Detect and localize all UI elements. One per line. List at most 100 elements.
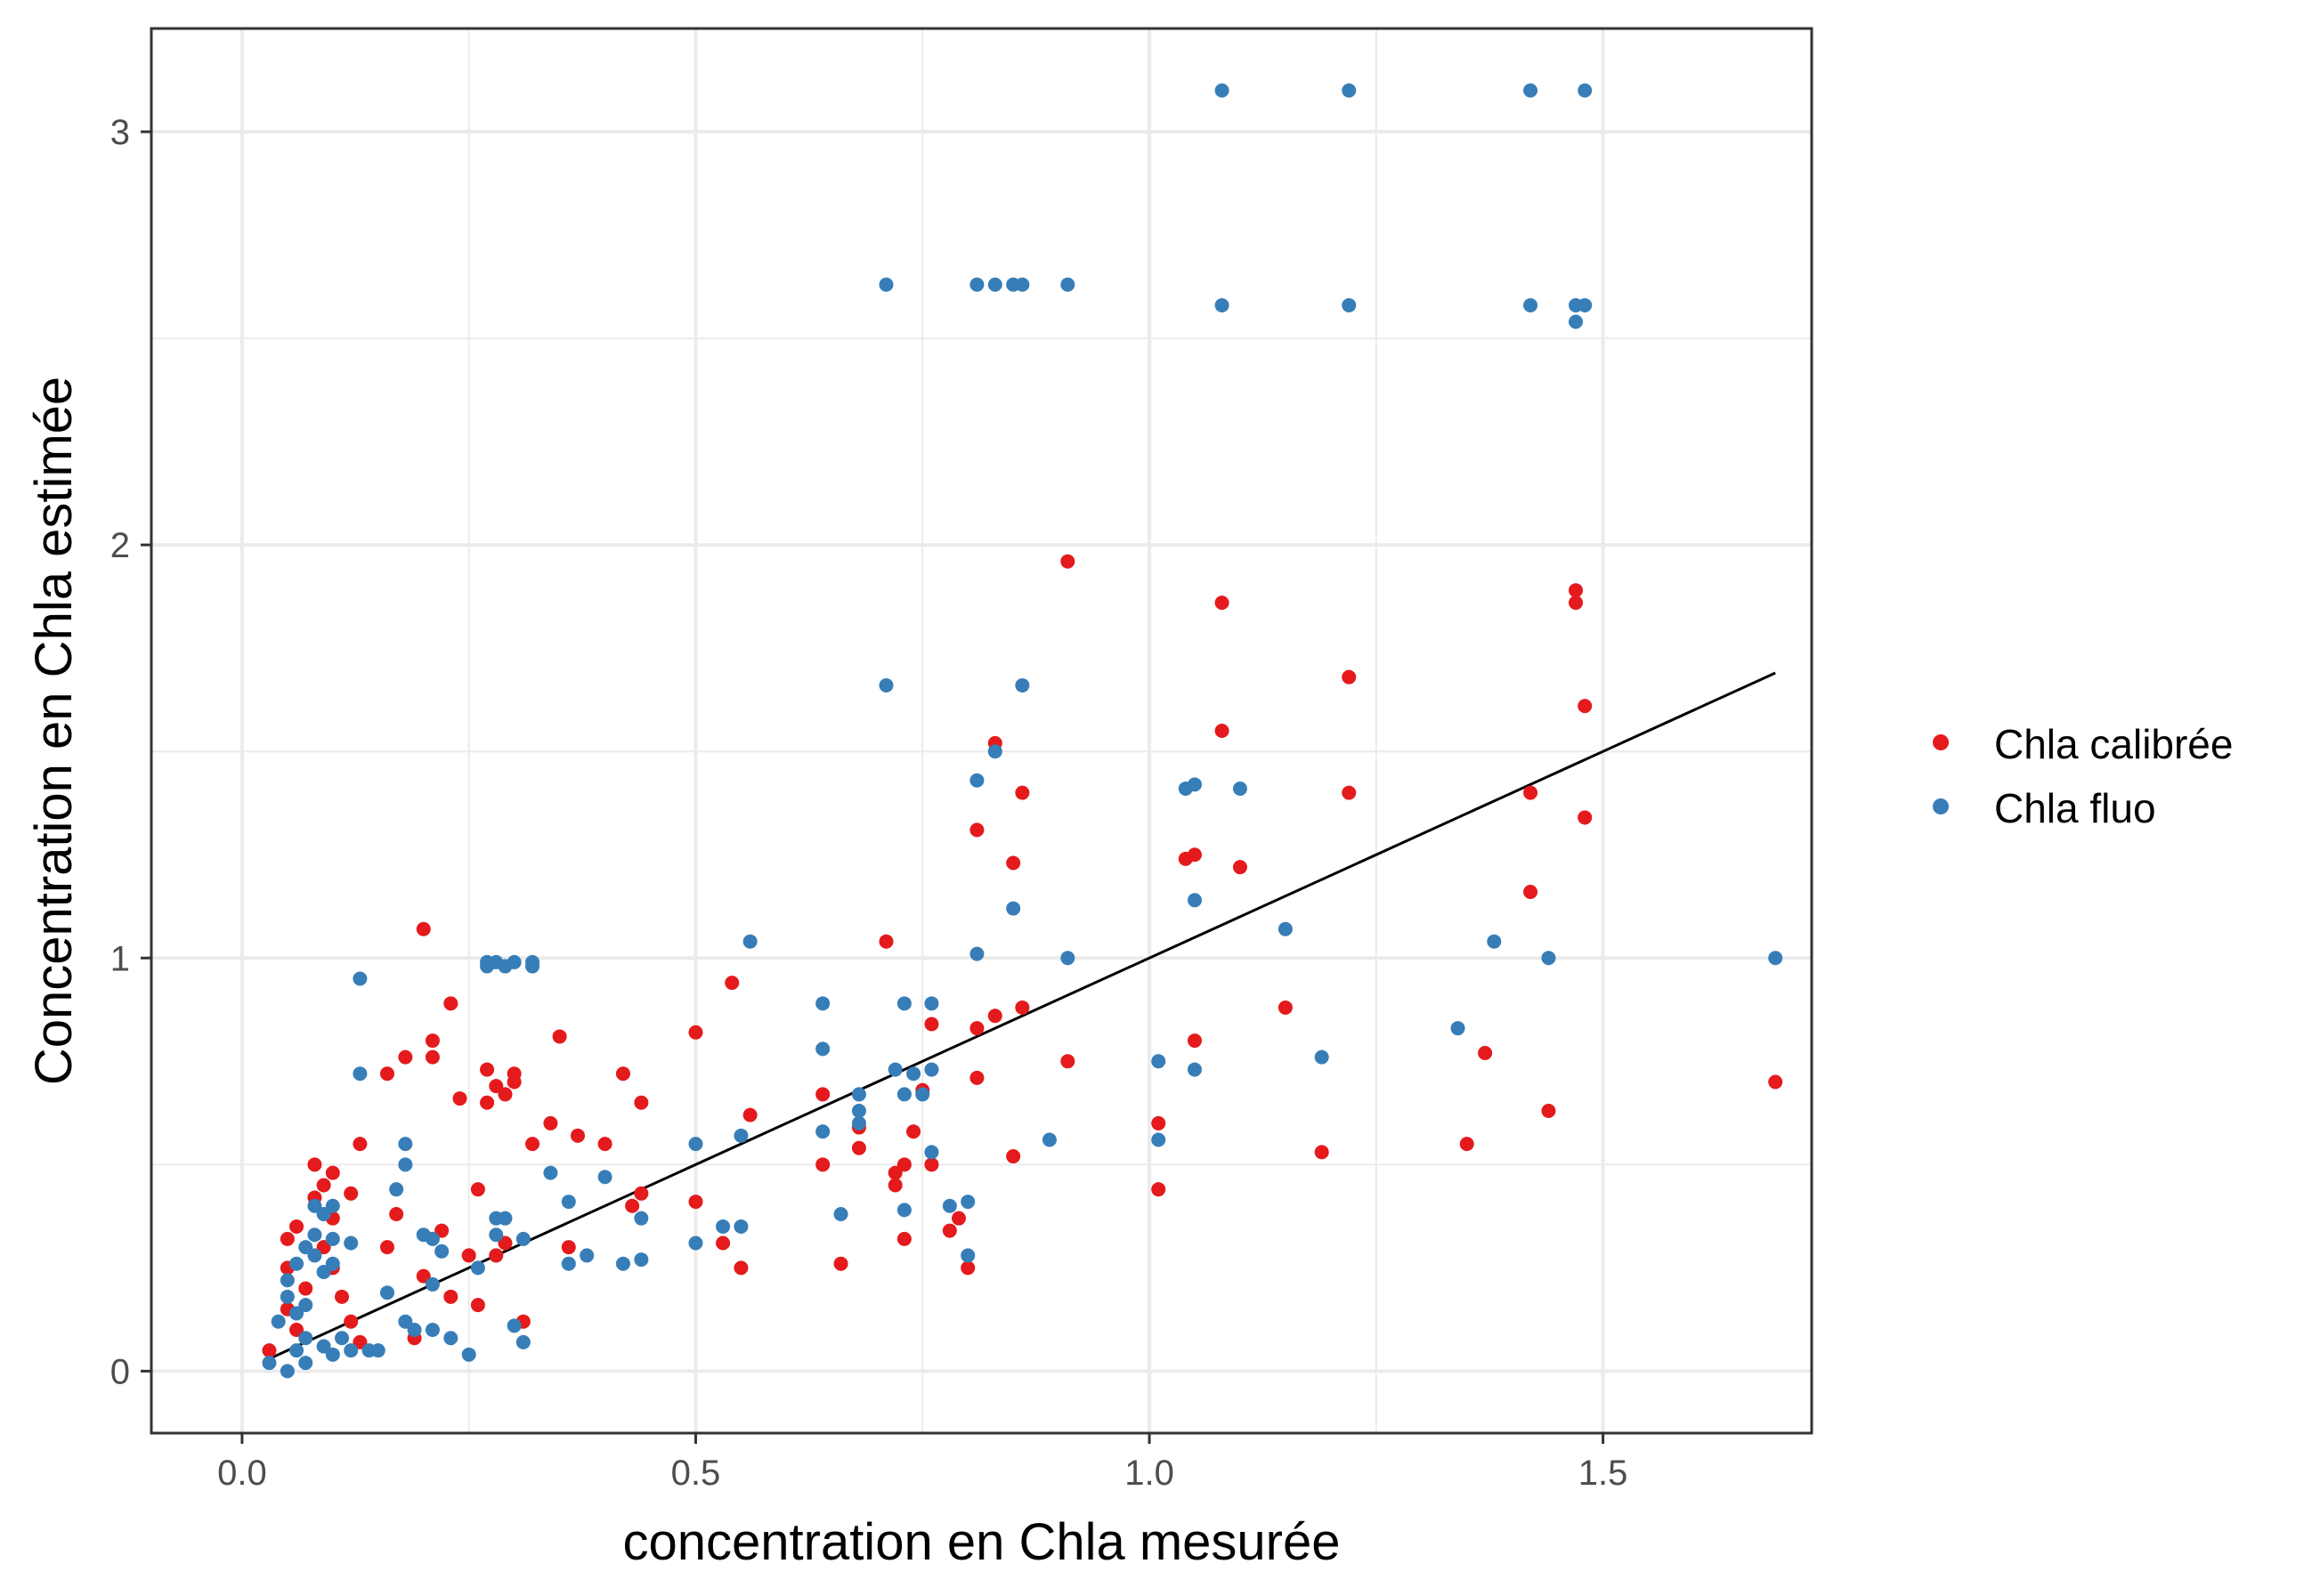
data-point [915,1087,930,1102]
data-point [1541,951,1556,966]
data-point [1151,1054,1166,1069]
major-grid [151,28,1812,1433]
data-point [316,1264,331,1279]
data-point [888,1165,903,1180]
data-point [307,1157,322,1172]
data-point [1523,885,1538,900]
data-point [1342,297,1357,312]
data-point [742,934,758,949]
data-point [1768,1074,1783,1090]
data-point [1151,1182,1166,1197]
data-point [379,1285,394,1300]
data-point [1578,297,1593,312]
data-point [470,1298,485,1313]
data-point [734,1219,749,1234]
data-point [1314,1145,1329,1160]
series-chla-calibree [262,554,1783,1358]
data-point [597,1170,612,1185]
data-point [316,1240,331,1255]
data-point [353,1334,368,1349]
data-point [734,1128,749,1143]
data-point [851,1087,866,1102]
data-point [425,1322,440,1337]
data-point [851,1140,866,1155]
data-point [1314,1049,1329,1065]
data-point [1541,1103,1556,1118]
data-point [1232,860,1247,875]
data-point [634,1186,649,1201]
data-point [597,1137,612,1152]
data-point [507,1074,522,1090]
data-point [325,1198,340,1213]
data-point [879,677,894,693]
data-point [1187,847,1202,863]
data-point [379,1066,394,1082]
data-point [1214,83,1229,98]
data-point [370,1343,385,1358]
plot-panel [151,28,1812,1433]
data-point [1187,893,1202,908]
data-point [353,1137,368,1152]
data-point [280,1231,295,1246]
data-point [634,1095,649,1110]
series-chla-fluo [262,83,1783,1379]
data-point [507,954,522,969]
data-point [353,1066,368,1082]
data-point [280,1273,295,1288]
data-point [833,1207,848,1222]
data-point [1278,1000,1293,1015]
data-point [561,1240,576,1255]
data-point [543,1115,558,1130]
data-point [425,1231,440,1246]
data-point [379,1240,394,1255]
data-point [833,1256,848,1271]
data-point [416,1268,431,1284]
data-point [725,976,740,991]
data-point [815,1087,831,1102]
data-point [480,1095,495,1110]
data-point [389,1182,404,1197]
data-point [580,1248,595,1263]
data-point [1342,83,1357,98]
data-point [969,1021,985,1036]
data-point [1015,677,1030,693]
data-point [525,1137,540,1152]
data-point [262,1356,277,1371]
data-point [688,1025,703,1040]
data-point [896,1087,912,1102]
data-point [987,277,1002,292]
data-point [298,1298,313,1313]
data-point [398,1314,413,1329]
data-point [1015,277,1030,292]
data-point [888,1062,903,1077]
data-point [942,1198,957,1213]
data-point [280,1289,295,1304]
data-point [1487,934,1502,949]
data-point [1006,901,1021,916]
data-point [879,934,894,949]
data-point [344,1314,359,1329]
data-point [515,1334,531,1349]
data-point [879,277,894,292]
data-point [716,1219,731,1234]
data-point [425,1033,440,1049]
data-point [1006,855,1021,871]
data-point [470,1260,485,1276]
y-tick-label: 1 [110,939,130,978]
data-point [1450,1021,1465,1036]
x-tick-label: 0.0 [217,1454,267,1493]
y-tick-label: 3 [110,113,130,152]
data-point [489,1248,504,1263]
data-point [924,1157,939,1172]
data-point [1060,951,1075,966]
x-tick-label: 0.5 [671,1454,721,1493]
data-point [1459,1137,1474,1152]
data-point [298,1331,313,1346]
data-point [969,1070,985,1085]
data-point [969,822,985,838]
data-point [307,1198,322,1213]
data-point [1232,781,1247,796]
data-point [344,1343,359,1358]
data-point [969,946,985,961]
data-point [688,1137,703,1152]
